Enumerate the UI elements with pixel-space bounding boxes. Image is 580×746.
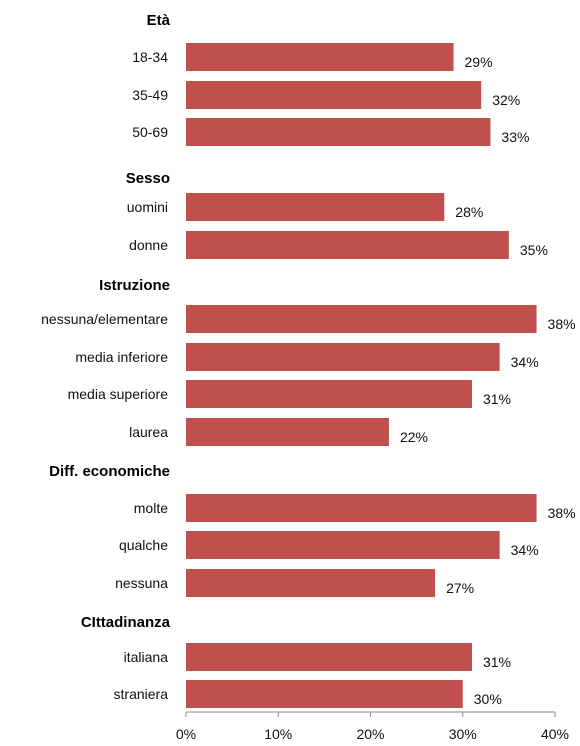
x-tick-label: 40% [541, 726, 569, 742]
bar [186, 680, 463, 708]
value-label: 34% [511, 542, 539, 558]
category-label: laurea [129, 424, 168, 440]
category-label: straniera [114, 686, 169, 702]
group-header: Sesso [126, 170, 170, 187]
category-label: media inferiore [75, 349, 168, 365]
group-header: Età [147, 12, 171, 29]
bar [186, 118, 491, 146]
x-tick-label: 30% [449, 726, 477, 742]
bar [186, 43, 454, 71]
bar [186, 81, 482, 109]
value-label: 38% [548, 505, 576, 521]
value-label: 34% [511, 354, 539, 370]
x-tick-label: 0% [176, 726, 196, 742]
bar [186, 343, 500, 371]
value-label: 28% [455, 204, 483, 220]
x-tick-label: 10% [264, 726, 292, 742]
category-label: uomini [127, 199, 168, 215]
bar [186, 418, 389, 446]
group-header: Diff. economiche [49, 463, 170, 480]
value-label: 30% [474, 691, 502, 707]
bar [186, 569, 436, 597]
category-label: qualche [119, 537, 168, 553]
category-label: 18-34 [132, 49, 168, 65]
group-header: Istruzione [99, 277, 170, 294]
bar [186, 305, 537, 333]
bar [186, 643, 472, 671]
value-label: 32% [492, 92, 520, 108]
value-label: 33% [501, 129, 529, 145]
group-header: CIttadinanza [81, 614, 171, 631]
value-label: 35% [520, 242, 548, 258]
x-tick-label: 20% [356, 726, 384, 742]
category-label: 50-69 [132, 124, 168, 140]
value-label: 38% [548, 316, 576, 332]
category-label: 35-49 [132, 87, 168, 103]
value-label: 22% [400, 429, 428, 445]
value-label: 29% [465, 54, 493, 70]
category-label: nessuna [115, 575, 168, 591]
bar [186, 531, 500, 559]
bar [186, 380, 472, 408]
category-label: donne [129, 237, 168, 253]
bar [186, 231, 509, 259]
bar [186, 494, 537, 522]
value-label: 31% [483, 654, 511, 670]
value-label: 27% [446, 580, 474, 596]
value-label: 31% [483, 391, 511, 407]
category-label: molte [134, 500, 168, 516]
category-label: media superiore [68, 386, 169, 402]
category-label: italiana [124, 649, 169, 665]
category-label: nessuna/elementare [41, 311, 168, 327]
bar [186, 193, 445, 221]
